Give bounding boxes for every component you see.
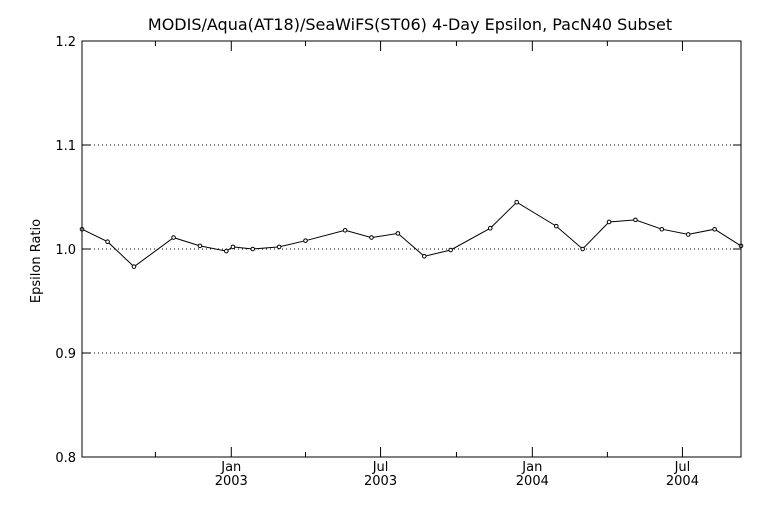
y-tick-label: 1.0 — [55, 243, 76, 258]
data-point — [685, 232, 691, 237]
data-point — [421, 253, 427, 259]
data-point — [105, 239, 110, 245]
data-point — [230, 244, 236, 250]
data-point — [514, 199, 519, 205]
data-point — [131, 264, 137, 269]
data-point — [580, 246, 585, 252]
series — [79, 199, 744, 269]
data-point — [606, 219, 612, 225]
data-point — [395, 231, 401, 236]
data-point — [276, 244, 282, 250]
y-tick-label: 1.1 — [55, 139, 76, 154]
data-point — [448, 247, 453, 253]
x-tick-label-month: Jan — [521, 460, 542, 475]
x-tick-label-month: Jul — [372, 460, 389, 475]
x-tick-label-month: Jan — [220, 460, 241, 475]
data-point — [224, 248, 229, 254]
y-tick-label: 1.2 — [55, 35, 76, 50]
y-tick-label: 0.8 — [55, 451, 76, 466]
x-tick-label-year: 2004 — [666, 474, 699, 489]
data-point — [712, 226, 717, 232]
data-point — [633, 217, 638, 223]
data-point — [303, 238, 308, 243]
chart-title: MODIS/Aqua(AT18)/SeaWiFS(ST06) 4-Day Eps… — [148, 15, 672, 34]
y-tick-label: 0.9 — [55, 347, 76, 362]
gridlines — [82, 144, 741, 354]
data-point — [342, 227, 348, 233]
x-tick-label-year: 2004 — [516, 474, 549, 489]
data-point — [197, 243, 203, 249]
x-tick-label-year: 2003 — [215, 474, 248, 489]
x-tick-label-month: Jul — [674, 460, 691, 475]
y-axis-label: Epsilon Ratio — [29, 219, 44, 303]
axes: 0.80.91.01.11.2Jan2003Jul2003Jan2004Jul2… — [55, 35, 741, 489]
data-point — [250, 246, 256, 252]
data-point — [171, 235, 176, 240]
data-point — [369, 235, 374, 240]
data-point — [659, 226, 665, 232]
data-point — [487, 225, 493, 231]
data-point — [553, 223, 559, 229]
series-line — [81, 201, 742, 268]
x-tick-label-year: 2003 — [364, 474, 397, 489]
plot-frame — [81, 40, 742, 458]
